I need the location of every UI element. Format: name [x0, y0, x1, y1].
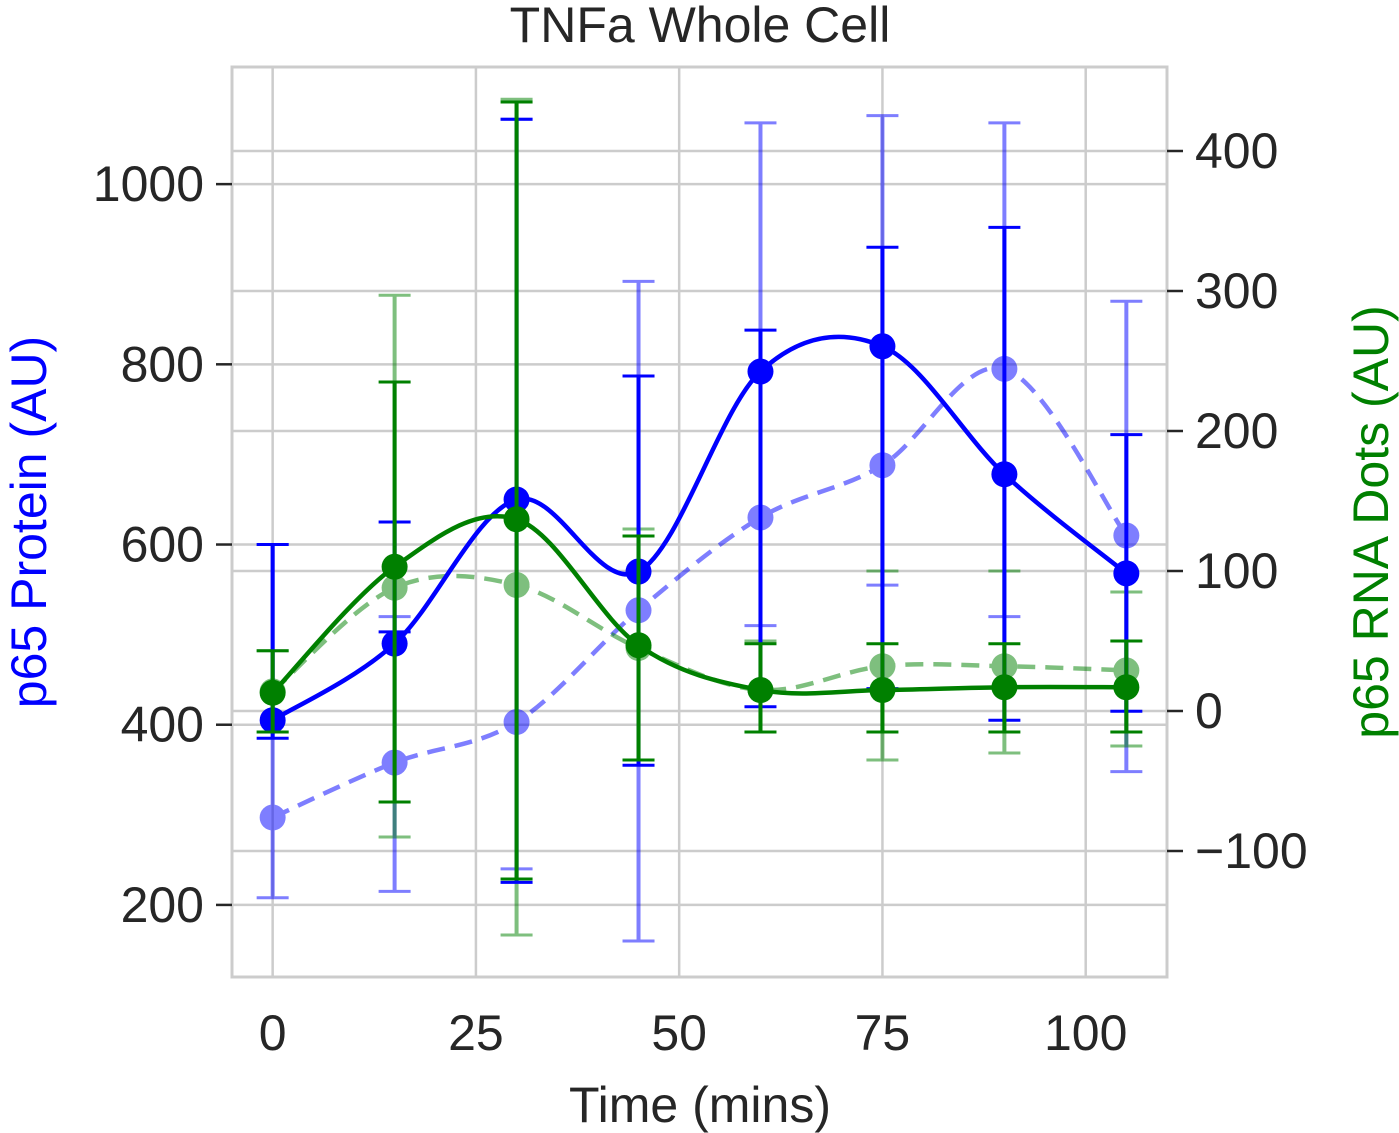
left-y-axis-label: p65 Protein (AU): [1, 336, 57, 708]
series-layer: [256, 97, 1143, 943]
series-right-solid: [256, 100, 1143, 881]
data-point: [625, 632, 652, 659]
x-tick-labels: 0 25 50 75 100: [259, 1005, 1128, 1061]
data-point: [259, 804, 286, 831]
series-left-dashed: [256, 114, 1143, 943]
x-tick-label: 25: [448, 1005, 504, 1061]
right-y-tick-label: −100: [1195, 823, 1308, 879]
data-point: [747, 677, 774, 703]
right-y-axis-label: p65 RNA Dots (AU): [1343, 305, 1399, 738]
data-point: [1113, 674, 1140, 701]
plot-frame: [230, 65, 1169, 979]
left-y-tick-label: 800: [121, 336, 204, 392]
x-tick-label: 100: [1044, 1005, 1127, 1061]
chart-title: TNFa Whole Cell: [510, 0, 891, 53]
series-line: [271, 334, 1128, 723]
x-tick-label: 75: [855, 1005, 911, 1061]
data-point: [259, 679, 286, 706]
x-tick-label: 50: [651, 1005, 707, 1061]
data-point: [381, 553, 408, 580]
data-point: [869, 333, 896, 360]
x-tick-label: 0: [259, 1005, 287, 1061]
data-point: [869, 677, 896, 703]
left-y-tick-labels: 200 400 600 800 1000: [93, 156, 232, 933]
series-right-dashed: [256, 97, 1143, 937]
right-y-tick-label: 100: [1195, 543, 1278, 599]
right-y-tick-label: 300: [1195, 263, 1278, 319]
right-y-tick-label: 400: [1195, 123, 1278, 179]
left-y-tick-label: 400: [121, 697, 204, 753]
right-y-tick-labels: −100 0 100 200 300 400: [1167, 123, 1308, 879]
left-y-tick-label: 1000: [93, 156, 204, 212]
right-y-tick-label: 200: [1195, 403, 1278, 459]
data-point: [991, 461, 1018, 488]
x-axis-label: Time (mins): [569, 1077, 831, 1133]
data-point: [747, 358, 774, 385]
right-y-gridlines: [232, 149, 1167, 853]
left-y-tick-label: 200: [121, 877, 204, 933]
right-y-tick-label: 0: [1195, 683, 1223, 739]
left-y-tick-label: 600: [121, 517, 204, 573]
data-point: [1113, 560, 1140, 587]
data-point: [991, 674, 1018, 701]
data-point: [503, 506, 530, 533]
